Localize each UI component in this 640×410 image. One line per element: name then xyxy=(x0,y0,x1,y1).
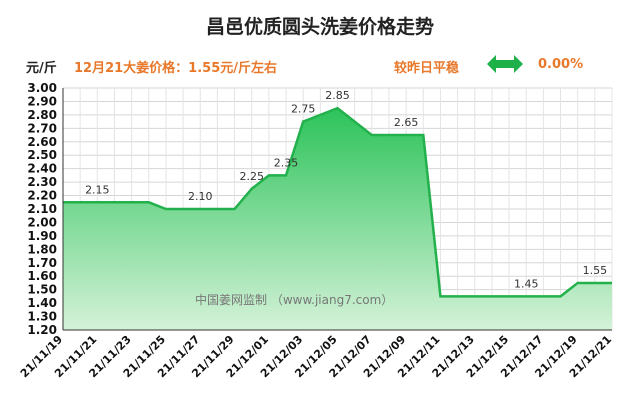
data-label: 1.55 xyxy=(583,264,608,277)
y-tick-label: 2.20 xyxy=(27,189,57,203)
y-tick-label: 1.90 xyxy=(27,229,57,243)
y-tick-label: 2.00 xyxy=(27,215,57,229)
data-label: 2.10 xyxy=(188,190,213,203)
chart-title: 昌邑优质圆头洗姜价格走势 xyxy=(205,16,434,38)
y-tick-label: 2.90 xyxy=(27,94,57,108)
price-area xyxy=(63,108,612,331)
y-tick-label: 2.30 xyxy=(27,175,57,189)
y-tick-label: 1.80 xyxy=(27,242,57,256)
data-label: 2.35 xyxy=(274,156,299,169)
y-tick-label: 1.70 xyxy=(27,256,57,270)
y-tick-label: 1.20 xyxy=(27,323,57,337)
double-arrow-icon xyxy=(487,55,523,73)
data-label: 2.85 xyxy=(325,89,350,102)
y-tick-label: 2.50 xyxy=(27,148,57,162)
data-label: 2.65 xyxy=(394,116,419,129)
data-label: 2.75 xyxy=(291,103,316,116)
data-label: 1.45 xyxy=(514,277,539,290)
y-tick-label: 1.30 xyxy=(27,310,57,324)
y-tick-label: 2.80 xyxy=(27,108,57,122)
y-tick-label: 2.70 xyxy=(27,121,57,135)
y-tick-label: 3.00 xyxy=(27,81,57,95)
unit-label: 元/斤 xyxy=(26,61,57,76)
price-line xyxy=(63,106,612,298)
watermark: 中国姜网监制 （www.jiang7.com） xyxy=(195,292,393,307)
compare-label: 较昨日平稳 xyxy=(394,61,460,76)
y-tick-label: 2.10 xyxy=(27,202,57,216)
price-summary: 12月21大姜价格：1.55元/斤左右 xyxy=(74,61,278,76)
data-label: 2.25 xyxy=(239,170,264,183)
y-tick-label: 1.40 xyxy=(27,296,57,310)
y-tick-label: 1.60 xyxy=(27,269,57,283)
y-tick-label: 2.60 xyxy=(27,135,57,149)
data-label: 2.15 xyxy=(85,183,110,196)
y-tick-label: 1.50 xyxy=(27,283,57,297)
y-tick-label: 2.40 xyxy=(27,162,57,176)
change-percent: 0.00% xyxy=(538,57,584,72)
